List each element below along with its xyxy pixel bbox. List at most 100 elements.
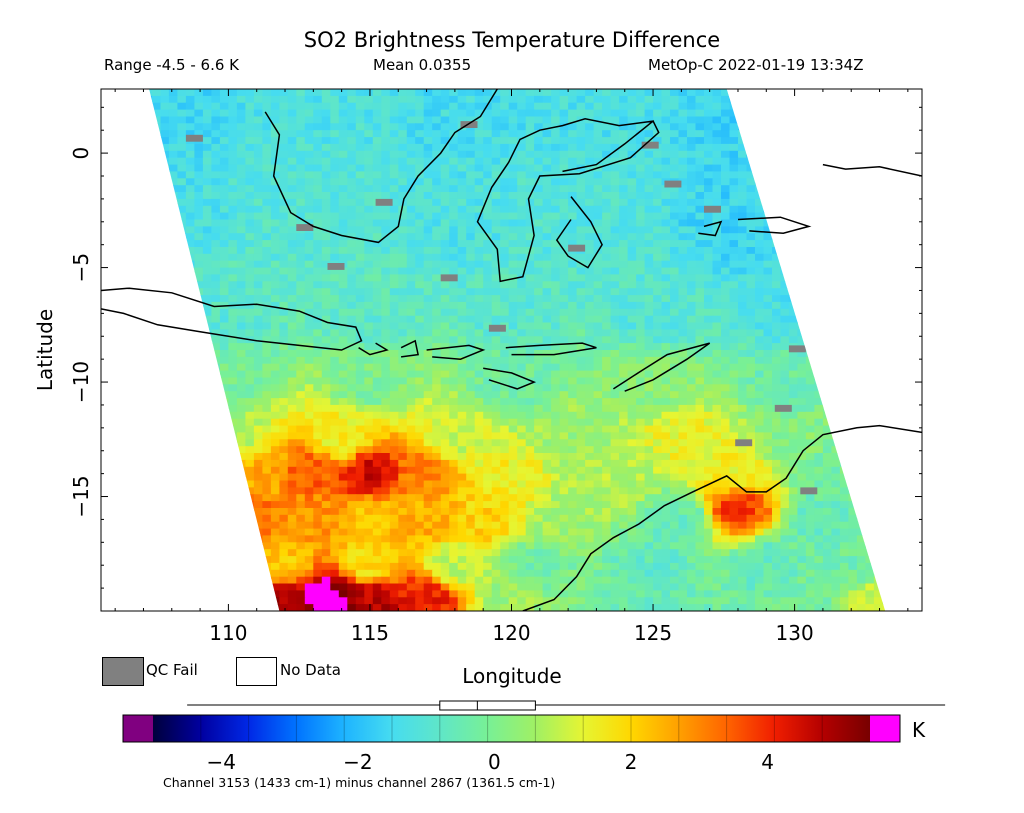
heat-cell xyxy=(483,411,493,420)
heat-cell xyxy=(168,281,178,289)
heat-cell xyxy=(891,288,900,296)
heat-cell xyxy=(619,425,629,434)
heat-cell xyxy=(330,411,340,420)
heat-cell xyxy=(177,398,187,406)
heat-cell xyxy=(755,130,765,138)
heat-cell xyxy=(449,137,459,145)
heat-cell xyxy=(822,253,832,262)
heat-cell xyxy=(110,371,119,379)
heat-cell xyxy=(797,247,807,255)
heat-cell xyxy=(551,137,561,145)
heat-cell xyxy=(355,288,365,296)
heat-cell xyxy=(891,316,900,324)
heat-cell xyxy=(500,391,510,399)
heat-cell xyxy=(763,123,773,131)
heat-cell xyxy=(593,150,603,159)
heat-cell xyxy=(763,150,773,159)
heat-cell xyxy=(542,267,552,276)
heat-cell xyxy=(219,226,229,234)
heat-cell xyxy=(831,219,841,227)
heat-cell xyxy=(168,308,178,317)
heat-cell xyxy=(568,418,578,427)
heat-cell xyxy=(211,137,221,145)
heat-cell xyxy=(168,343,178,351)
heat-cell xyxy=(712,233,722,241)
heat-cell xyxy=(474,233,484,241)
heat-cell xyxy=(253,240,263,248)
heat-cell xyxy=(398,260,408,269)
heat-cell xyxy=(449,109,459,118)
heat-cell xyxy=(755,370,765,379)
heat-cell xyxy=(508,398,518,406)
heat-cell xyxy=(253,398,263,406)
heat-cell xyxy=(177,281,187,289)
heat-cell xyxy=(381,432,391,440)
heat-cell xyxy=(321,363,331,372)
heat-cell xyxy=(551,301,561,310)
heat-cell xyxy=(168,336,178,344)
heat-cell xyxy=(491,226,501,234)
heat-cell xyxy=(118,130,127,138)
heat-cell xyxy=(908,240,917,248)
heat-cell xyxy=(695,157,705,166)
heat-cell xyxy=(525,384,535,392)
heat-cell xyxy=(474,274,484,282)
heat-cell xyxy=(534,157,544,166)
heat-cell xyxy=(364,301,374,310)
heat-cell xyxy=(381,343,391,351)
heat-cell xyxy=(262,198,272,207)
heat-cell xyxy=(449,425,459,434)
heat-cell xyxy=(721,171,731,179)
heat-cell xyxy=(576,281,586,289)
heat-cell xyxy=(763,384,773,392)
heat-cell xyxy=(406,377,416,385)
heat-cell xyxy=(882,116,886,124)
heat-cell xyxy=(177,315,187,324)
heat-cell xyxy=(194,95,204,104)
heat-cell xyxy=(797,370,807,379)
heat-cell xyxy=(423,288,433,296)
heat-cell xyxy=(211,212,221,221)
heat-cell xyxy=(899,103,908,111)
heat-cell xyxy=(822,260,832,269)
heat-cell xyxy=(304,350,314,358)
heat-cell xyxy=(440,247,450,255)
heat-cell xyxy=(270,205,280,214)
heat-cell xyxy=(593,178,603,186)
heat-cell xyxy=(135,165,144,173)
heat-cell xyxy=(517,102,527,111)
heat-cell xyxy=(110,220,119,228)
heat-cell xyxy=(474,295,484,303)
heat-cell xyxy=(500,219,510,227)
heat-cell xyxy=(797,240,807,248)
heat-cell xyxy=(236,363,246,372)
heat-cell xyxy=(729,363,739,372)
heat-cell xyxy=(551,150,561,159)
heat-cell xyxy=(619,418,629,427)
heat-cell xyxy=(805,356,815,365)
heat-cell xyxy=(559,205,569,214)
heat-cell xyxy=(423,411,433,420)
heat-cell xyxy=(738,363,748,372)
heat-cell xyxy=(593,301,603,310)
heat-cell xyxy=(398,398,408,406)
heat-cell xyxy=(185,315,195,324)
heat-cell xyxy=(364,171,374,179)
heat-cell xyxy=(848,377,858,385)
heat-cell xyxy=(474,301,484,310)
heat-cell xyxy=(559,150,569,159)
heat-cell xyxy=(304,198,314,207)
heat-cell xyxy=(338,198,348,207)
heat-cell xyxy=(466,102,476,111)
heat-cell xyxy=(882,233,886,241)
heat-cell xyxy=(347,315,357,324)
heat-cell xyxy=(440,350,450,358)
heat-cell xyxy=(831,240,841,248)
heat-cell xyxy=(185,336,195,344)
heat-cell xyxy=(839,363,849,372)
heat-cell xyxy=(118,350,127,358)
heat-cell xyxy=(908,268,917,276)
heat-cell xyxy=(822,308,832,317)
heat-cell xyxy=(661,301,671,310)
heat-cell xyxy=(500,398,510,406)
